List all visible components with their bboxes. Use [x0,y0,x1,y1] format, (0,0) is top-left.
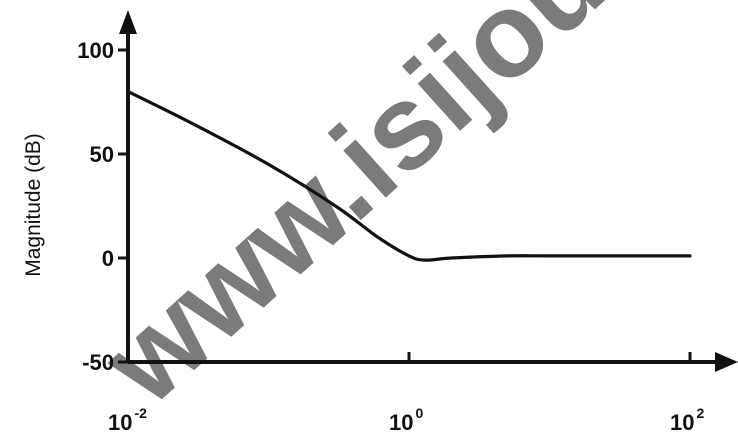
axes [119,10,738,372]
watermark-text: www.isijournal [77,0,738,430]
y-tick-label: 50 [90,142,114,167]
tick-layer: -50 0 50 100 10 -2 10 0 10 2 [77,38,704,435]
x-tick-label: 10 2 [670,405,704,435]
x-axis-arrow-icon [715,352,738,372]
y-tick-label: 100 [77,38,114,63]
y-tick-label: 0 [102,246,114,271]
y-axis-arrow-icon [119,10,137,34]
x-tick-label: 10 0 [389,405,423,435]
y-axis-label: Magnitude (dB) [22,133,45,277]
y-tick-label: -50 [82,350,114,375]
magnitude-series-line [126,90,692,262]
x-tick-label: 10 -2 [108,405,147,435]
